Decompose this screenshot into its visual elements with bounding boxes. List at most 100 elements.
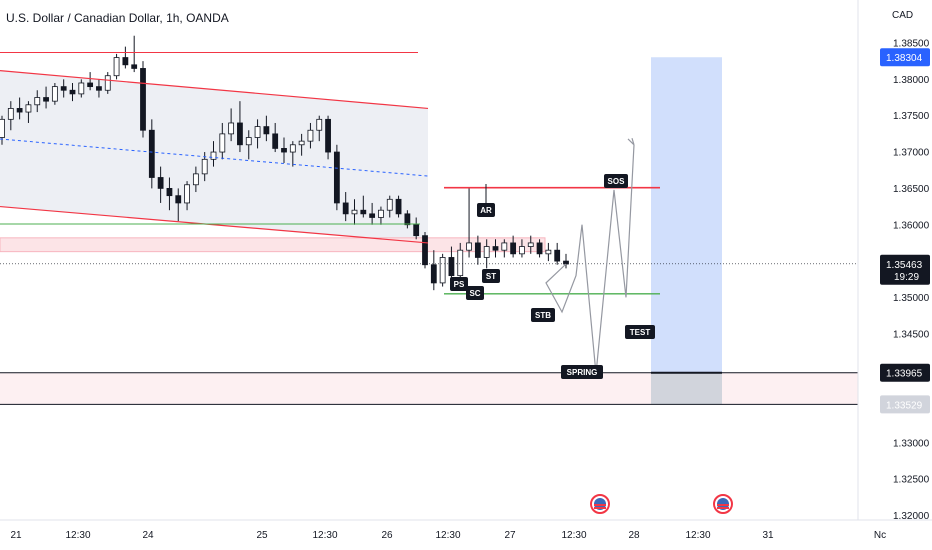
x-tick-label: 12:30 bbox=[561, 530, 586, 541]
candle-down bbox=[237, 122, 243, 146]
x-tick-label: 25 bbox=[256, 530, 268, 541]
candle-up bbox=[254, 126, 261, 138]
candle-down bbox=[325, 118, 331, 153]
candle-down bbox=[175, 195, 182, 204]
annotation-box bbox=[482, 269, 500, 283]
us-flag-event-icon[interactable] bbox=[713, 494, 733, 514]
y-tick-label: 1.33000 bbox=[893, 438, 930, 449]
candle-up bbox=[316, 118, 323, 131]
x-tick-label: 12:30 bbox=[312, 530, 337, 541]
candle-down bbox=[69, 89, 76, 95]
annotation-box bbox=[477, 203, 495, 217]
candle-up bbox=[201, 158, 208, 175]
target-box bbox=[651, 57, 722, 373]
candle-up bbox=[104, 75, 111, 91]
candle-up bbox=[289, 144, 296, 153]
candle-up bbox=[51, 86, 58, 102]
event-stripe bbox=[594, 507, 606, 509]
x-tick-label: 24 bbox=[142, 530, 154, 541]
candle-down bbox=[554, 249, 561, 262]
annotation-box bbox=[531, 308, 555, 322]
y-tick-label: 1.35000 bbox=[893, 293, 930, 304]
annotation-text: PS bbox=[454, 280, 465, 289]
projection-arrowhead bbox=[627, 138, 635, 146]
candle-down bbox=[16, 108, 23, 113]
annotation-st[interactable]: ST bbox=[482, 269, 500, 283]
candle-down bbox=[448, 257, 455, 277]
candle-up bbox=[210, 151, 217, 160]
candle-down bbox=[474, 242, 481, 258]
projection-path bbox=[545, 144, 635, 374]
price-label-bg bbox=[880, 254, 930, 285]
channel-bottom-line bbox=[0, 205, 429, 244]
currency-label: CAD bbox=[892, 10, 913, 21]
y-tick-label: 1.38000 bbox=[893, 75, 930, 86]
event-stripe bbox=[594, 504, 606, 506]
x-tick-label: 12:30 bbox=[435, 530, 460, 541]
candle-down bbox=[333, 151, 340, 204]
y-tick-label: 1.37500 bbox=[893, 111, 930, 122]
candle-down bbox=[96, 86, 102, 91]
annotation-sc[interactable]: SC bbox=[466, 286, 484, 300]
annotation-text: AR bbox=[480, 206, 492, 215]
event-stripe bbox=[717, 504, 729, 506]
candle-down bbox=[140, 68, 146, 131]
candle-up bbox=[25, 104, 32, 113]
candle-up bbox=[466, 242, 472, 251]
candle-down bbox=[43, 97, 49, 102]
price-label-text: 1.33965 bbox=[886, 369, 923, 380]
candle-up bbox=[351, 209, 358, 215]
annotation-box bbox=[625, 325, 655, 339]
candle-up bbox=[245, 137, 252, 146]
us-flag-event-icon[interactable] bbox=[590, 494, 610, 514]
annotation-spring[interactable]: SPRING bbox=[561, 365, 603, 379]
candle-down bbox=[510, 242, 517, 255]
candle-up bbox=[501, 242, 508, 251]
demand-zone bbox=[0, 372, 858, 405]
annotation-ps[interactable]: PS bbox=[450, 277, 468, 291]
annotation-test[interactable]: TEST bbox=[625, 325, 655, 339]
annotation-text: SOS bbox=[608, 177, 626, 186]
x-tick-label: 27 bbox=[504, 530, 516, 541]
annotation-sos[interactable]: SOS bbox=[604, 174, 628, 188]
price-label-bg bbox=[880, 363, 930, 382]
candle-up bbox=[439, 257, 446, 284]
candle-up bbox=[184, 184, 190, 204]
annotation-box bbox=[604, 174, 628, 188]
y-tick-label: 1.32000 bbox=[893, 511, 930, 522]
candle-up bbox=[192, 173, 199, 186]
x-tick-label: 21 bbox=[10, 530, 22, 541]
annotation-stb[interactable]: STB bbox=[531, 308, 555, 322]
candle-down bbox=[395, 198, 402, 215]
candle-down bbox=[166, 187, 173, 197]
y-tick-label: 1.32500 bbox=[893, 475, 930, 486]
annotation-ar[interactable]: AR bbox=[477, 203, 495, 217]
candle-down bbox=[422, 235, 428, 266]
x-tick-label: 12:30 bbox=[685, 530, 710, 541]
annotation-box bbox=[450, 277, 468, 291]
countdown-text: 19:29 bbox=[894, 272, 919, 283]
candle-up bbox=[34, 97, 41, 106]
y-tick-label: 1.38500 bbox=[893, 39, 930, 50]
stop-price-label: 1.33529 bbox=[880, 395, 930, 414]
candle-up bbox=[483, 246, 490, 258]
candle-down bbox=[360, 209, 367, 215]
annotation-box bbox=[561, 365, 603, 379]
annotation-text: ST bbox=[486, 272, 496, 281]
candle-down bbox=[148, 129, 155, 178]
y-tick-label: 1.36000 bbox=[893, 220, 930, 231]
y-tick-label: 1.34500 bbox=[893, 329, 930, 340]
y-tick-label: 1.36500 bbox=[893, 184, 930, 195]
accumulation-zone bbox=[0, 237, 546, 253]
candle-down bbox=[281, 148, 287, 153]
annotation-text: TEST bbox=[630, 328, 651, 337]
event-stripe bbox=[717, 507, 729, 509]
candle-up bbox=[519, 246, 525, 255]
candle-up bbox=[228, 122, 235, 135]
candle-down bbox=[272, 133, 279, 149]
price-label-bg bbox=[880, 395, 930, 414]
candle-up bbox=[0, 118, 5, 138]
target-price-label: 1.38304 bbox=[880, 48, 930, 67]
